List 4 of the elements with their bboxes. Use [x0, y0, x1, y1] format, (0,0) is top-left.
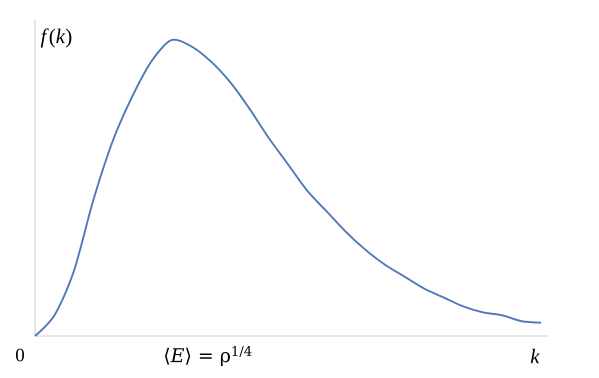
text: ⟨E⟩ = ρ$^{1/4}$	[164, 346, 252, 366]
x-axis-title: k	[530, 348, 540, 364]
text: 0	[16, 348, 24, 362]
y-axis-title: f(k)	[40, 28, 72, 48]
